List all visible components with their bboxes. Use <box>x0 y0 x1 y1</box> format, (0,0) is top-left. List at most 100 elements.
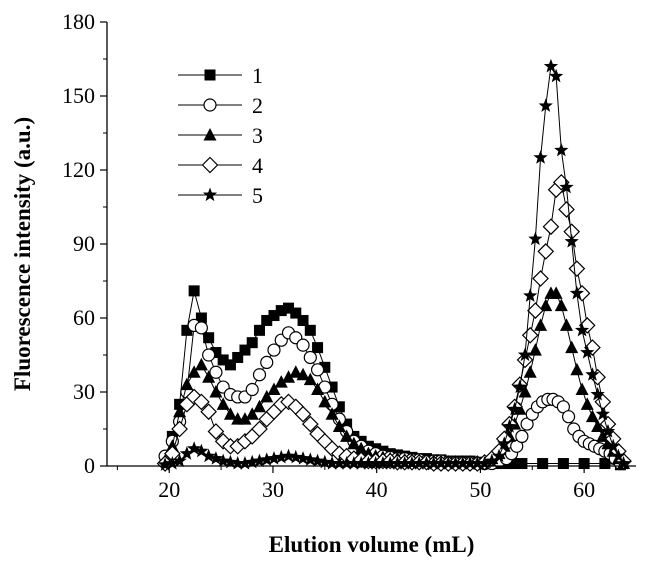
series-5-point <box>543 58 559 73</box>
series-1-point <box>341 418 353 430</box>
series-3-point <box>347 436 361 450</box>
series-5-point <box>216 453 231 468</box>
series-5-point <box>179 446 194 460</box>
series-4-point <box>558 201 575 218</box>
series-4-point <box>568 260 586 278</box>
series-5-point <box>245 454 260 469</box>
series-1-point <box>516 458 528 470</box>
series-4-point <box>207 423 225 440</box>
series-5-point <box>564 234 579 248</box>
series-3-point <box>591 419 605 433</box>
x-tick-label: 40 <box>366 477 388 502</box>
series-5-point <box>339 456 354 470</box>
series-3-point <box>289 365 303 378</box>
series-3-point <box>354 441 368 455</box>
series-2-point <box>245 382 259 397</box>
series-1-point <box>297 314 309 326</box>
series-1-point <box>304 324 316 336</box>
series-4-point <box>171 420 188 438</box>
series-5-point <box>324 456 340 470</box>
series-1-point <box>275 305 287 317</box>
legend-item-4: 4 <box>178 153 263 178</box>
series-5-point <box>310 453 325 468</box>
series-5-point <box>252 453 267 468</box>
series-3-point <box>245 407 259 420</box>
series-5-point <box>502 419 517 433</box>
legend-label: 4 <box>252 153 263 178</box>
legend-item-3: 3 <box>178 123 263 148</box>
legend-marker <box>201 156 219 174</box>
series-5-point <box>346 456 361 470</box>
x-tick-label: 50 <box>469 477 491 502</box>
series-5-point <box>353 456 369 470</box>
series-5-point <box>208 451 224 465</box>
series-1-point <box>261 314 273 326</box>
series-3-point <box>252 399 266 413</box>
series-5-point <box>303 452 318 466</box>
y-tick-label: 0 <box>84 453 95 478</box>
series-2-point <box>202 348 216 362</box>
series-5-point <box>528 231 543 246</box>
series-3-point <box>332 419 346 433</box>
series-5-point <box>223 454 238 469</box>
series-5-point <box>361 456 376 470</box>
series-3-point <box>180 377 194 391</box>
series-1-point <box>203 332 215 344</box>
axes: 20 30 40 50 60 0 30 60 90 120 150 180 <box>62 9 636 502</box>
series-4-point <box>301 415 319 433</box>
series-3-point <box>539 298 553 312</box>
series-1-point <box>312 342 324 354</box>
series-5-point <box>201 448 216 463</box>
legend-marker <box>204 69 216 81</box>
series-3-point <box>303 372 317 386</box>
series-1-point <box>246 337 258 349</box>
series-5-point <box>237 456 253 470</box>
series-5-point <box>259 452 274 466</box>
series-3-point <box>296 367 310 381</box>
y-tick-label: 60 <box>73 305 95 330</box>
legend-item-1: 1 <box>178 63 263 88</box>
series-1-point <box>239 344 251 356</box>
series-3-point <box>560 318 574 331</box>
series-5-point <box>157 457 173 471</box>
series-5-point <box>538 98 553 112</box>
series-2-point <box>296 338 310 352</box>
series-3-point <box>311 382 325 396</box>
series-5-point <box>441 456 456 470</box>
series-3-point <box>267 382 281 396</box>
y-axis-title: Fluorescence intensity (a.u.) <box>10 117 35 391</box>
series-1-point <box>268 310 280 322</box>
series-2-point <box>209 365 223 379</box>
series-5-point <box>470 456 485 470</box>
series-4-point <box>251 420 268 438</box>
series-5-point <box>554 142 569 157</box>
x-tick-label: 30 <box>262 477 284 502</box>
legend: 1 2 3 4 5 <box>178 63 263 208</box>
series-5-point <box>404 456 420 470</box>
legend-marker <box>203 128 217 141</box>
series-3-point <box>209 385 223 398</box>
series-4-point <box>537 243 555 260</box>
series-5-point <box>507 401 522 416</box>
legend-marker <box>203 98 217 112</box>
series-4-point <box>193 393 210 411</box>
series-5-point <box>419 456 434 470</box>
series-5-point <box>616 456 631 470</box>
series-4-point <box>527 302 544 319</box>
y-tick-label: 180 <box>62 9 95 34</box>
series-5-point <box>497 436 512 450</box>
series-5-point <box>390 456 405 470</box>
series-1-point <box>326 381 338 393</box>
series-3-point <box>575 382 589 396</box>
series-5-point <box>569 285 585 300</box>
series-5-point <box>397 456 412 470</box>
series-4-point <box>294 405 312 423</box>
series-5-point <box>194 443 209 458</box>
series-3-point <box>260 389 274 403</box>
series-5 <box>157 58 631 471</box>
series-5-point <box>288 449 303 464</box>
series-5-point <box>433 456 449 470</box>
series-1-point <box>290 307 302 319</box>
series-1-point <box>195 312 207 324</box>
x-axis-title: Elution volume (mL) <box>269 532 475 557</box>
